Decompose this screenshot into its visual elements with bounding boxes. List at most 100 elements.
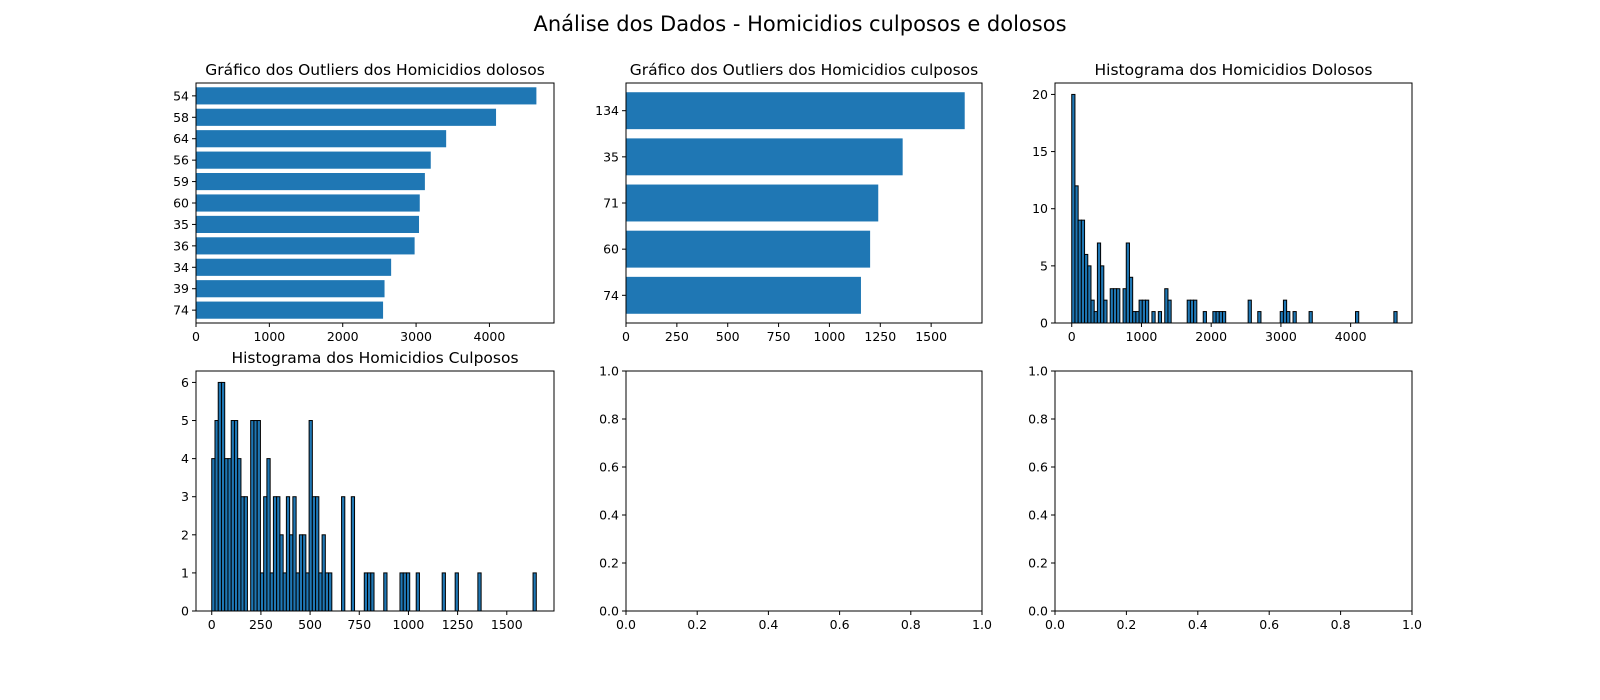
- x-tick-label: 1000: [1126, 329, 1158, 344]
- bar: [196, 151, 431, 169]
- x-tick-label: 3000: [1265, 329, 1297, 344]
- y-tick-label: 60: [173, 196, 189, 211]
- histogram-bar: [477, 572, 482, 612]
- x-tick-label: 500: [298, 617, 322, 632]
- bar: [196, 130, 447, 148]
- x-tick-label: 1.0: [972, 617, 992, 632]
- y-tick-label: 10: [1032, 201, 1048, 216]
- bar: [196, 215, 420, 233]
- x-tick-label: 1000: [253, 329, 285, 344]
- x-tick-label: 0.8: [1331, 617, 1351, 632]
- x-tick-label: 250: [249, 617, 273, 632]
- y-tick-label: 74: [173, 303, 189, 318]
- bar: [196, 194, 420, 212]
- y-tick-label: 4: [181, 451, 189, 466]
- axes-frame: [625, 370, 983, 612]
- histogram-bar: [441, 572, 446, 612]
- y-tick-label: 5: [181, 413, 189, 428]
- bar: [196, 301, 384, 319]
- axes-frame: [195, 370, 555, 612]
- y-tick-label: 0.6: [1028, 460, 1048, 475]
- x-tick-label: 0.4: [758, 617, 778, 632]
- x-tick-label: 0.2: [1116, 617, 1136, 632]
- histogram-bar: [1393, 311, 1398, 324]
- x-tick-label: 1500: [491, 617, 523, 632]
- bar: [196, 87, 537, 105]
- x-tick-label: 1000: [814, 329, 846, 344]
- subplot-ax5: 0.0 0.2 0.4 0.6 0.8 1.0 0.0 0.2 0.4 0.6 0.8 1.0: [599, 364, 992, 633]
- y-tick-label: 0.2: [1028, 556, 1048, 571]
- y-tick-label: 3: [181, 489, 189, 504]
- x-tick-label: 2000: [1195, 329, 1227, 344]
- y-tick-label: 71: [603, 196, 619, 211]
- bar: [626, 276, 861, 314]
- y-tick-label: 0.2: [599, 556, 619, 571]
- x-tick-label: 250: [665, 329, 689, 344]
- y-tick-label: 64: [173, 131, 189, 146]
- bar: [626, 184, 879, 222]
- y-tick-label: 6: [181, 375, 189, 390]
- x-tick-label: 4000: [474, 329, 506, 344]
- x-tick-label: 3000: [400, 329, 432, 344]
- axes-layer: Gráfico dos Outliers dos Homicidios dolo…: [173, 61, 1422, 632]
- x-tick-label: 500: [716, 329, 740, 344]
- histogram-bar: [1145, 299, 1150, 324]
- histogram-bar: [383, 572, 388, 612]
- y-tick-label: 0.0: [1028, 604, 1048, 619]
- y-tick-label: 60: [603, 242, 619, 257]
- y-tick-label: 35: [603, 149, 619, 164]
- histogram-bar: [350, 496, 356, 612]
- histogram-bar: [454, 572, 459, 612]
- x-tick-label: 0: [192, 329, 200, 344]
- bar: [196, 108, 497, 126]
- y-tick-label: 58: [173, 110, 189, 125]
- histogram-bar: [1292, 311, 1297, 324]
- histogram-bar: [1116, 288, 1121, 324]
- y-tick-label: 0.4: [599, 508, 619, 523]
- x-tick-label: 0.0: [616, 617, 636, 632]
- y-tick-label: 39: [173, 281, 189, 296]
- histogram-bar: [341, 496, 346, 612]
- x-tick-label: 2000: [327, 329, 359, 344]
- histogram-bar: [1157, 311, 1163, 324]
- histogram-bar: [1103, 299, 1108, 324]
- x-tick-label: 750: [347, 617, 371, 632]
- y-tick-label: 35: [173, 217, 189, 232]
- y-tick-label: 2: [181, 527, 189, 542]
- y-tick-label: 0.4: [1028, 508, 1048, 523]
- bar: [626, 230, 871, 268]
- y-tick-label: 0: [181, 604, 189, 619]
- y-tick-label: 59: [173, 174, 189, 189]
- x-tick-label: 1000: [393, 617, 425, 632]
- y-tick-label: 134: [595, 103, 619, 118]
- figure-suptitle: Análise dos Dados - Homicidios culposos …: [533, 12, 1066, 36]
- axes-frame: [1054, 370, 1413, 612]
- histogram-bar: [370, 572, 375, 612]
- axes-frame: [195, 82, 555, 324]
- histogram-bar: [405, 572, 411, 612]
- y-tick-label: 0: [1040, 316, 1048, 331]
- x-tick-label: 1500: [915, 329, 947, 344]
- subplot-title: Gráfico dos Outliers dos Homicidios culp…: [630, 61, 978, 79]
- histogram-bar: [415, 572, 420, 612]
- x-tick-label: 0: [208, 617, 216, 632]
- axes-frame: [1054, 82, 1413, 324]
- x-tick-label: 0.2: [687, 617, 707, 632]
- histogram-bar: [1193, 299, 1198, 324]
- x-tick-label: 1.0: [1402, 617, 1422, 632]
- histogram-bar: [1151, 311, 1156, 324]
- x-tick-label: 4000: [1335, 329, 1367, 344]
- x-tick-label: 0: [622, 329, 630, 344]
- bar: [626, 92, 965, 130]
- histogram-bar: [1308, 311, 1313, 324]
- y-tick-label: 20: [1032, 87, 1048, 102]
- subplot-ax6: 0.0 0.2 0.4 0.6 0.8 1.0 0.0 0.2 0.4 0.6 0.8 1.0: [1028, 364, 1422, 633]
- x-tick-label: 1250: [864, 329, 896, 344]
- x-tick-label: 0.0: [1045, 617, 1065, 632]
- bar: [196, 280, 385, 298]
- y-tick-label: 56: [173, 153, 189, 168]
- histogram-bar: [1202, 311, 1207, 324]
- subplot-title: Histograma dos Homicidios Dolosos: [1094, 61, 1372, 79]
